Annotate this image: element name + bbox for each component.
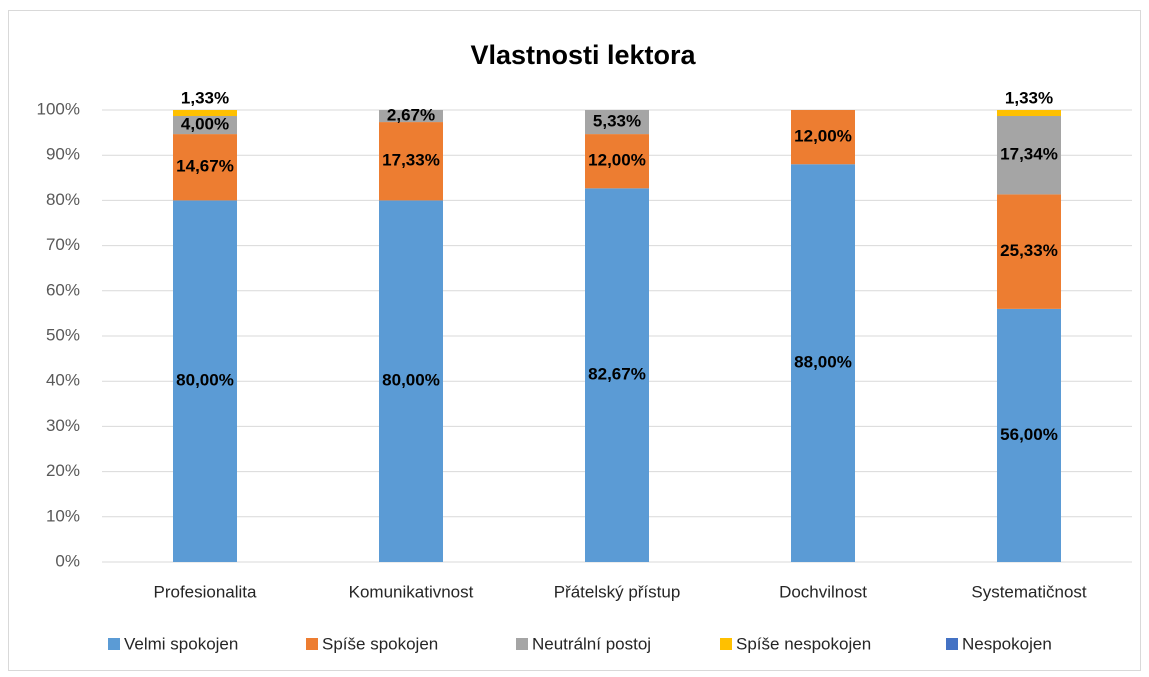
y-tick-label: 50% bbox=[46, 325, 80, 344]
x-tick-label: Profesionalita bbox=[153, 582, 257, 601]
data-label: 25,33% bbox=[1000, 241, 1058, 260]
data-label: 80,00% bbox=[176, 371, 234, 390]
data-label: 5,33% bbox=[593, 112, 641, 131]
y-tick-label: 0% bbox=[55, 551, 80, 570]
bar-segment bbox=[173, 116, 237, 135]
x-tick-label: Přátelský přístup bbox=[554, 582, 681, 601]
bar-segment bbox=[379, 110, 443, 123]
data-label: 2,67% bbox=[387, 106, 435, 125]
y-tick-label: 100% bbox=[37, 99, 80, 118]
bar-segment bbox=[791, 110, 855, 165]
data-label: 4,00% bbox=[181, 115, 229, 134]
y-tick-label: 90% bbox=[46, 145, 80, 164]
y-tick-label: 20% bbox=[46, 461, 80, 480]
chart-title: Vlastnosti lektora bbox=[470, 40, 696, 70]
legend-label: Neutrální postoj bbox=[532, 634, 651, 653]
y-tick-label: 30% bbox=[46, 416, 80, 435]
legend-swatch bbox=[946, 638, 958, 650]
legend-swatch bbox=[720, 638, 732, 650]
y-tick-label: 60% bbox=[46, 280, 80, 299]
bar-segment bbox=[173, 110, 237, 117]
data-label: 82,67% bbox=[588, 365, 646, 384]
data-label: 17,34% bbox=[1000, 145, 1058, 164]
legend-swatch bbox=[108, 638, 120, 650]
bar-segment bbox=[997, 110, 1061, 117]
bar-segment bbox=[585, 188, 649, 562]
x-tick-label: Komunikativnost bbox=[349, 582, 474, 601]
legend-swatch bbox=[516, 638, 528, 650]
data-label: 12,00% bbox=[794, 127, 852, 146]
legend-label: Nespokojen bbox=[962, 634, 1052, 653]
bar-segment bbox=[173, 134, 237, 201]
y-tick-label: 70% bbox=[46, 235, 80, 254]
bar-segment bbox=[173, 200, 237, 562]
bar-segment bbox=[791, 164, 855, 563]
data-label: 14,67% bbox=[176, 157, 234, 176]
bar-segment bbox=[585, 110, 649, 135]
data-label: 1,33% bbox=[1005, 88, 1053, 107]
y-tick-label: 40% bbox=[46, 371, 80, 390]
bar-segment bbox=[379, 122, 443, 201]
bar-segment bbox=[997, 116, 1061, 195]
data-label: 56,00% bbox=[1000, 425, 1058, 444]
x-tick-label: Systematičnost bbox=[971, 582, 1087, 601]
y-tick-label: 80% bbox=[46, 190, 80, 209]
bar-segment bbox=[379, 200, 443, 562]
x-tick-label: Dochvilnost bbox=[779, 582, 867, 601]
bar-segment bbox=[997, 194, 1061, 309]
data-label: 12,00% bbox=[588, 151, 646, 170]
legend-label: Velmi spokojen bbox=[124, 634, 238, 653]
y-tick-label: 10% bbox=[46, 506, 80, 525]
data-label: 80,00% bbox=[382, 371, 440, 390]
data-label: 1,33% bbox=[181, 88, 229, 107]
legend-label: Spíše spokojen bbox=[322, 634, 438, 653]
legend-label: Spíše nespokojen bbox=[736, 634, 871, 653]
legend-swatch bbox=[306, 638, 318, 650]
data-label: 17,33% bbox=[382, 151, 440, 170]
bar-segment bbox=[585, 134, 649, 189]
data-label: 88,00% bbox=[794, 353, 852, 372]
bar-segment bbox=[997, 308, 1061, 562]
